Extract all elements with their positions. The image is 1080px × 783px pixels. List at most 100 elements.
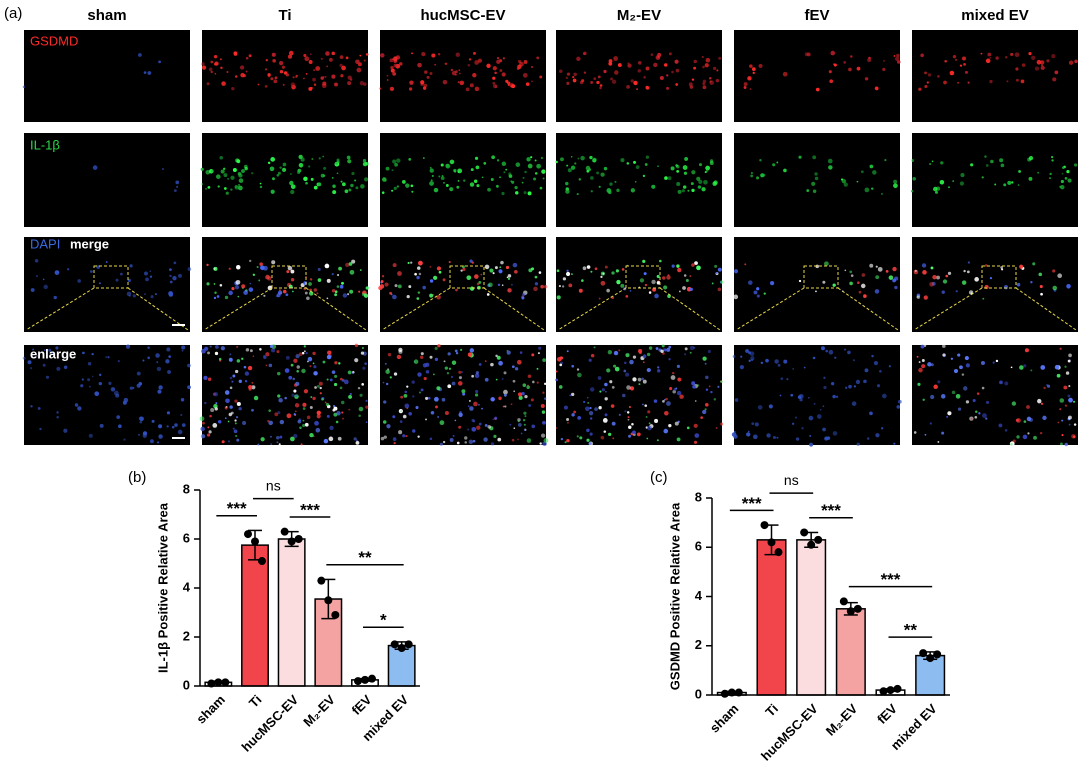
cell-signal bbox=[709, 161, 714, 166]
cell-signal bbox=[294, 410, 297, 413]
cell-signal bbox=[267, 285, 273, 291]
cell-signal bbox=[856, 66, 861, 71]
cell-signal bbox=[39, 427, 42, 431]
cell-signal bbox=[229, 405, 233, 409]
cell-signal bbox=[844, 269, 847, 272]
cell-signal bbox=[234, 399, 238, 403]
cell-signal bbox=[590, 353, 595, 358]
cell-signal bbox=[105, 356, 107, 359]
cell-signal bbox=[265, 364, 268, 367]
cell-signal bbox=[705, 388, 709, 392]
cell-signal bbox=[841, 178, 847, 184]
cell-signal bbox=[229, 376, 233, 380]
cell-signal bbox=[522, 383, 527, 387]
cell-signal bbox=[732, 355, 736, 358]
y-axis-label: GSDMD Positive Relative Area bbox=[667, 502, 682, 690]
cell-signal bbox=[357, 386, 361, 390]
cell-signal bbox=[633, 160, 637, 164]
cell-signal bbox=[91, 352, 94, 356]
cell-signal bbox=[22, 356, 26, 360]
cell-signal bbox=[332, 184, 336, 189]
cell-signal bbox=[947, 411, 952, 416]
cell-signal bbox=[824, 261, 829, 267]
data-point bbox=[324, 596, 333, 605]
cell-signal bbox=[501, 377, 504, 380]
cell-signal bbox=[559, 356, 563, 360]
cell-signal bbox=[359, 80, 365, 86]
cell-signal bbox=[421, 51, 426, 57]
cell-signal bbox=[137, 53, 142, 57]
cell-signal bbox=[644, 404, 648, 407]
cell-signal bbox=[242, 73, 246, 78]
cell-signal bbox=[670, 375, 676, 380]
cell-signal bbox=[392, 263, 397, 268]
cell-signal bbox=[209, 345, 212, 348]
cell-signal bbox=[567, 168, 572, 173]
cell-signal bbox=[165, 359, 170, 364]
cell-signal bbox=[643, 272, 647, 276]
cell-signal bbox=[873, 361, 879, 366]
cell-signal bbox=[578, 288, 583, 293]
cell-signal bbox=[753, 290, 758, 295]
cell-signal bbox=[468, 439, 474, 445]
cell-signal bbox=[718, 56, 722, 60]
cell-signal bbox=[319, 392, 322, 395]
cell-signal bbox=[272, 177, 275, 181]
cell-signal bbox=[342, 293, 348, 298]
cell-signal bbox=[259, 348, 262, 351]
cell-signal bbox=[89, 270, 93, 273]
cell-signal bbox=[312, 362, 315, 365]
cell-signal bbox=[1017, 184, 1020, 186]
cell-signal bbox=[466, 275, 472, 281]
cell-signal bbox=[636, 88, 638, 91]
cell-signal bbox=[132, 386, 135, 389]
cell-signal bbox=[882, 393, 887, 399]
cell-signal bbox=[863, 294, 867, 298]
cell-signal bbox=[501, 284, 504, 286]
cell-signal bbox=[328, 436, 334, 442]
cell-signal bbox=[782, 71, 788, 77]
cell-signal bbox=[270, 77, 274, 81]
cell-signal bbox=[624, 361, 627, 365]
cell-signal bbox=[166, 411, 171, 415]
cell-signal bbox=[113, 390, 119, 396]
cell-signal bbox=[445, 184, 449, 187]
cell-signal bbox=[242, 421, 247, 426]
cell-signal bbox=[467, 428, 470, 431]
cell-signal bbox=[665, 397, 668, 401]
cell-signal bbox=[461, 389, 466, 394]
cell-signal bbox=[316, 385, 320, 388]
cell-signal bbox=[576, 368, 580, 371]
significance-label: *** bbox=[742, 494, 762, 513]
cell-signal bbox=[656, 274, 660, 279]
cell-signal bbox=[176, 185, 179, 188]
zoom-line bbox=[557, 287, 627, 331]
cell-signal bbox=[1018, 170, 1021, 173]
column-header: hucMSC-EV bbox=[420, 7, 505, 24]
cell-signal bbox=[324, 263, 330, 269]
cell-signal bbox=[1064, 404, 1068, 407]
cell-signal bbox=[279, 70, 284, 74]
cell-signal bbox=[180, 398, 185, 402]
cell-signal bbox=[765, 358, 769, 363]
cell-signal bbox=[392, 72, 397, 76]
cell-signal bbox=[417, 435, 420, 438]
cell-signal bbox=[187, 385, 191, 390]
cell-signal bbox=[1067, 394, 1071, 398]
cell-signal bbox=[978, 412, 981, 415]
cell-signal bbox=[331, 74, 336, 79]
cell-signal bbox=[302, 423, 306, 428]
cell-signal bbox=[1034, 66, 1040, 71]
cell-signal bbox=[783, 359, 788, 364]
cell-signal bbox=[320, 57, 323, 60]
cell-signal bbox=[503, 389, 508, 395]
cell-signal bbox=[325, 51, 330, 56]
cell-signal bbox=[757, 405, 763, 410]
cell-signal bbox=[67, 268, 70, 271]
cell-signal bbox=[691, 188, 695, 193]
cell-signal bbox=[285, 355, 290, 360]
cell-signal bbox=[496, 59, 501, 64]
cell-signal bbox=[436, 266, 442, 271]
cell-signal bbox=[896, 405, 901, 409]
cell-signal bbox=[474, 274, 479, 279]
